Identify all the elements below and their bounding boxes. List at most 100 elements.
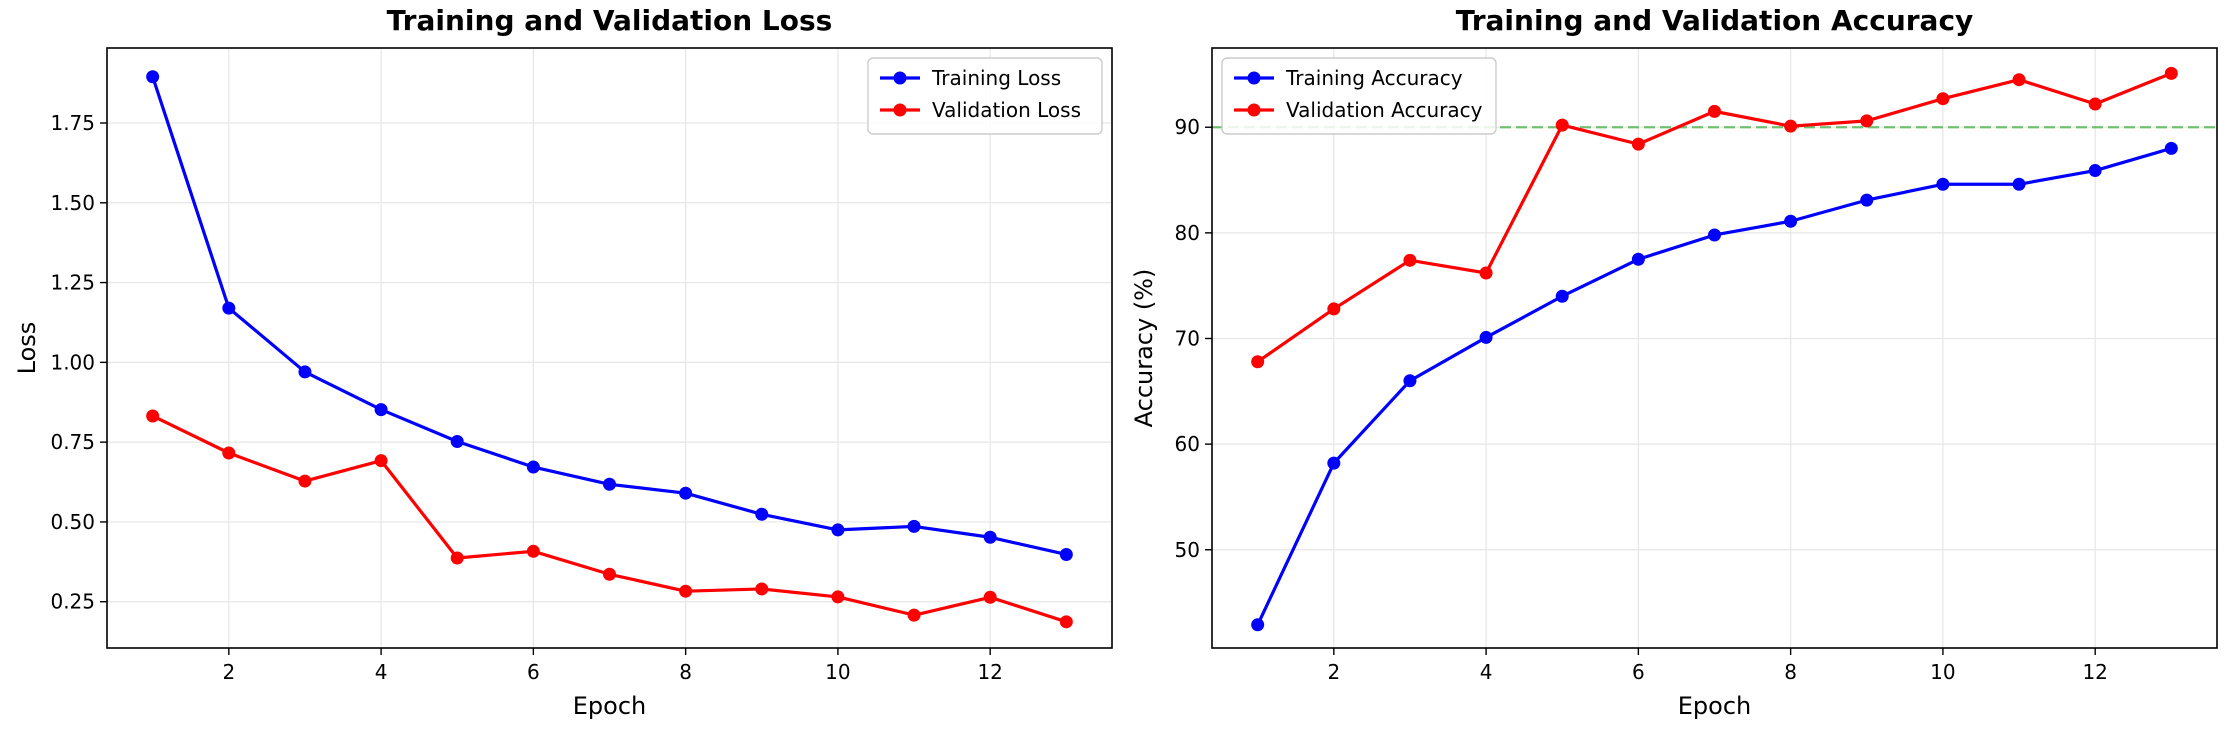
chart-title: Training and Validation Loss — [387, 4, 833, 37]
y-tick-label: 60 — [1175, 432, 1200, 456]
data-point — [983, 530, 997, 544]
x-tick-label: 10 — [825, 660, 850, 684]
loss-chart: 2 4 6 8 10 12 0.25 0.50 0.75 1.00 1.25 1.50 1.75 Trai… — [13, 4, 1113, 720]
data-point — [1403, 374, 1417, 388]
axes-frame — [106, 47, 1113, 649]
data-point — [1936, 92, 1950, 106]
data-point — [1479, 266, 1493, 280]
plot-area — [107, 48, 1112, 648]
x-axis-label: Epoch — [1678, 692, 1752, 720]
data-point — [526, 544, 540, 558]
data-point — [298, 474, 312, 488]
data-point — [2088, 97, 2102, 111]
legend-label: Training Accuracy — [1285, 66, 1463, 90]
y-tick-label: 70 — [1175, 326, 1200, 350]
data-point — [831, 590, 845, 604]
x-tick-label: 6 — [1632, 660, 1645, 684]
data-point — [603, 567, 616, 581]
data-point — [1784, 214, 1798, 228]
y-axis-label: Accuracy (%) — [1130, 269, 1158, 428]
axes-frame — [1211, 47, 2218, 649]
legend-marker — [1247, 103, 1261, 117]
data-point — [526, 460, 540, 474]
data-point — [1059, 547, 1073, 561]
data-point — [450, 551, 464, 565]
data-point — [907, 519, 921, 533]
x-tick-label: 6 — [527, 660, 540, 684]
chart-title: Training and Validation Accuracy — [1456, 4, 1974, 37]
data-point — [450, 435, 464, 449]
data-point — [1784, 119, 1798, 133]
data-point — [2012, 177, 2026, 191]
x-tick-label: 12 — [977, 660, 1002, 684]
data-point — [222, 446, 236, 460]
data-point — [1631, 137, 1645, 151]
data-point — [831, 523, 845, 537]
x-tick-label: 8 — [679, 660, 692, 684]
data-point — [1936, 177, 1950, 191]
y-tick-label: 0.25 — [50, 590, 95, 614]
legend-label: Validation Accuracy — [1286, 98, 1483, 122]
data-point — [1708, 228, 1721, 242]
legend-box — [867, 57, 1103, 135]
data-point — [2164, 141, 2178, 155]
y-tick-label: 1.00 — [50, 350, 95, 374]
y-tick-label: 80 — [1175, 221, 1200, 245]
legend: Training Loss Validation Loss — [867, 57, 1103, 135]
data-point — [679, 486, 693, 500]
plot-area — [1212, 48, 2217, 648]
y-tick-label: 0.75 — [50, 430, 95, 454]
data-point — [374, 454, 388, 468]
data-point — [1327, 456, 1341, 470]
data-point — [679, 584, 693, 598]
x-tick-label: 2 — [222, 660, 235, 684]
legend-box — [1221, 57, 1497, 135]
data-point — [1860, 114, 1874, 128]
data-point — [1555, 118, 1569, 132]
data-point — [1059, 615, 1073, 629]
data-point — [603, 477, 616, 491]
data-point — [1479, 330, 1493, 344]
data-point — [222, 301, 236, 315]
data-point — [1860, 193, 1874, 207]
data-point — [2164, 66, 2178, 80]
y-tick-label: 1.50 — [50, 191, 95, 215]
data-point — [983, 590, 997, 604]
data-point — [2088, 164, 2102, 178]
legend: Training Accuracy Validation Accuracy — [1221, 57, 1497, 135]
data-point — [2012, 73, 2026, 87]
x-tick-label: 10 — [1930, 660, 1955, 684]
data-point — [146, 409, 160, 423]
y-tick-label: 0.50 — [50, 510, 95, 534]
legend-label: Training Loss — [931, 66, 1061, 90]
data-point — [755, 507, 769, 521]
y-tick-label: 1.75 — [50, 111, 95, 135]
data-point — [1708, 104, 1721, 118]
legend-label: Validation Loss — [932, 98, 1081, 122]
x-tick-label: 2 — [1327, 660, 1340, 684]
data-point — [1631, 252, 1645, 266]
y-tick-label: 90 — [1175, 115, 1200, 139]
x-axis-label: Epoch — [573, 692, 647, 720]
x-tick-label: 4 — [1480, 660, 1493, 684]
data-point — [1251, 355, 1265, 369]
data-point — [1555, 289, 1569, 303]
legend-marker — [893, 103, 907, 117]
legend-marker — [1247, 71, 1261, 85]
data-point — [1403, 253, 1417, 267]
x-tick-label: 4 — [375, 660, 388, 684]
data-point — [374, 403, 388, 417]
data-point — [298, 365, 312, 379]
data-point — [1251, 618, 1265, 632]
legend-marker — [893, 71, 907, 85]
data-point — [1327, 302, 1341, 316]
y-tick-label: 1.25 — [50, 271, 95, 295]
x-tick-label: 12 — [2082, 660, 2107, 684]
accuracy-chart: 2 4 6 8 10 12 50 60 70 80 90 Training and Validatio… — [1130, 4, 2218, 720]
y-axis-label: Loss — [13, 322, 41, 375]
x-tick-label: 8 — [1784, 660, 1797, 684]
data-point — [146, 70, 160, 84]
data-point — [907, 608, 921, 622]
data-point — [755, 582, 769, 596]
